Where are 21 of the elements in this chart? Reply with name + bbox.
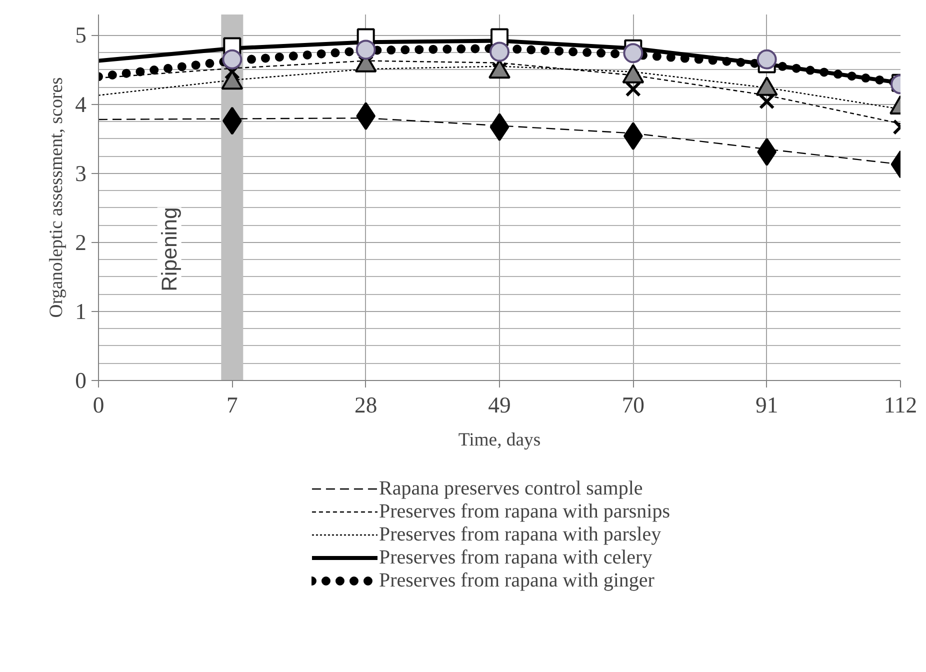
x-tick-label: 28	[354, 392, 378, 418]
legend-label: Preserves from rapana with parsley	[378, 523, 662, 546]
y-axis-title: Organoleptic assessment, scores	[46, 77, 68, 318]
ref-line-label: Ripening	[157, 207, 182, 292]
legend-label: Preserves from rapana with celery	[378, 546, 652, 569]
x-tick-label: 70	[622, 392, 644, 418]
y-tick-label: 1	[75, 298, 86, 324]
x-tick-label: 49	[488, 392, 511, 418]
y-tick-label: 4	[75, 92, 86, 117]
x-tick-label: 0	[92, 392, 104, 418]
y-tick-label: 2	[75, 230, 86, 255]
y-tick-label: 0	[75, 368, 86, 393]
y-tick-label: 3	[75, 160, 86, 186]
y-tick-label: 5	[75, 22, 86, 48]
x-tick-label: 7	[226, 392, 238, 418]
x-axis-title: Time, days	[458, 430, 541, 450]
legend-label: Preserves from rapana with ginger	[378, 569, 654, 592]
legend-label: Preserves from rapana with parsnips	[378, 500, 670, 523]
x-tick-label: 112	[884, 392, 918, 418]
legend-label: Rapana preserves control sample	[378, 477, 643, 500]
x-tick-label: 91	[756, 392, 778, 418]
